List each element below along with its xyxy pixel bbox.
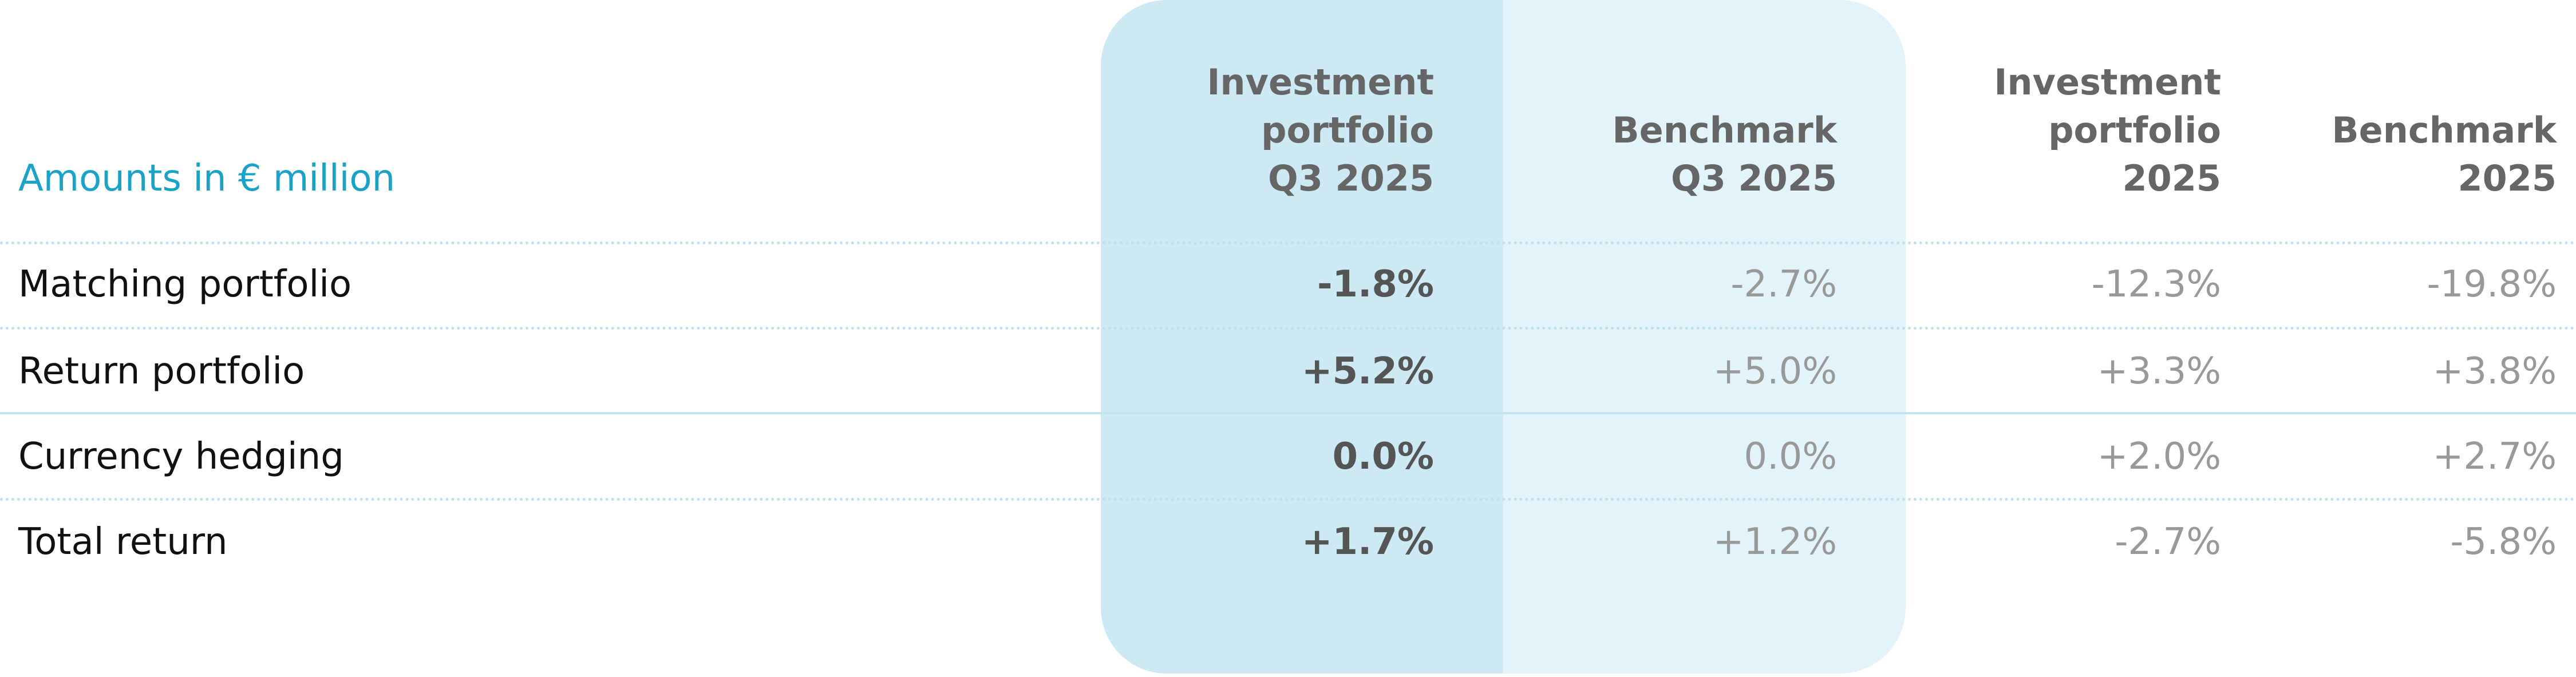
cell-value: -1.8% (1317, 263, 1434, 306)
row-label: Total return (18, 521, 228, 563)
row-label: Currency hedging (18, 436, 344, 478)
column-header: Investment (1994, 61, 2221, 103)
column-header: Benchmark (2332, 109, 2557, 151)
cell-value: -2.7% (1730, 263, 1837, 306)
column-header: Benchmark (1612, 109, 1837, 151)
cell-value: +3.8% (2432, 350, 2557, 393)
cell-value: +5.0% (1713, 350, 1837, 393)
cell-value: +3.3% (2097, 350, 2221, 393)
row-divider (0, 241, 2576, 244)
column-header: Q3 2025 (1671, 157, 1837, 199)
cell-value: +1.2% (1713, 521, 1837, 563)
cell-value: -5.8% (2450, 521, 2557, 563)
cell-value: +2.0% (2097, 436, 2221, 478)
row-divider (0, 498, 2576, 501)
cell-value: +5.2% (1301, 350, 1434, 393)
column-header: portfolio (2048, 109, 2221, 151)
row-label: Return portfolio (18, 350, 305, 393)
cell-value: -12.3% (2091, 263, 2221, 306)
highlight-q3-benchmark (1503, 0, 1906, 674)
row-label: Matching portfolio (18, 263, 352, 306)
row-divider (0, 327, 2576, 330)
column-header: 2025 (2458, 157, 2557, 199)
cell-value: -2.7% (2115, 521, 2221, 563)
column-header: portfolio (1261, 109, 1434, 151)
row-divider (0, 412, 2576, 414)
cell-value: +1.7% (1301, 521, 1434, 563)
column-header: Investment (1207, 61, 1434, 103)
table-caption: Amounts in € million (18, 157, 396, 200)
column-header: 2025 (2122, 157, 2221, 199)
cell-value: 0.0% (1744, 436, 1837, 478)
highlight-q3-portfolio (1101, 0, 1503, 674)
cell-value: +2.7% (2432, 436, 2557, 478)
column-header: Q3 2025 (1268, 157, 1434, 199)
cell-value: -19.8% (2427, 263, 2557, 306)
cell-value: 0.0% (1332, 436, 1435, 478)
